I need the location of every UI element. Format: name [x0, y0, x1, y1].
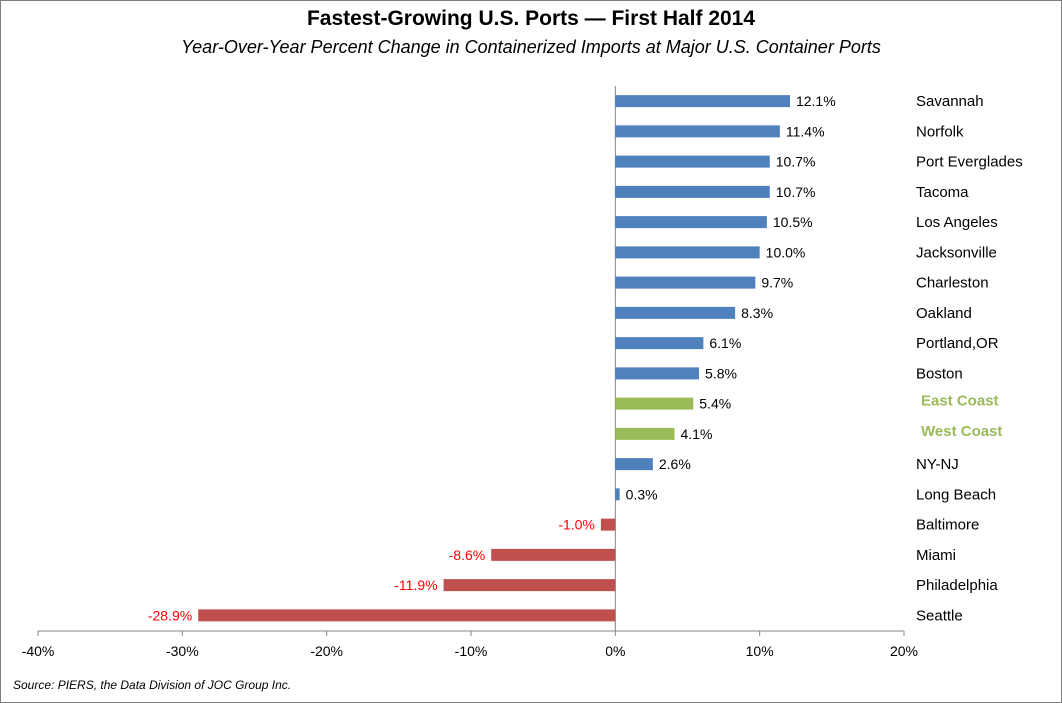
bar: [615, 125, 780, 138]
x-tick-label: -20%: [310, 643, 343, 659]
x-tick-label: 0%: [605, 643, 625, 659]
category-label: Norfolk: [916, 123, 964, 140]
category-label: Los Angeles: [916, 214, 998, 231]
data-label: 8.3%: [741, 305, 773, 321]
bar: [615, 155, 770, 168]
x-tick-label: -30%: [166, 643, 199, 659]
category-label: NY-NJ: [916, 456, 959, 473]
category-label: Philadelphia: [916, 577, 998, 594]
data-label: 12.1%: [796, 93, 836, 109]
bar: [615, 276, 756, 289]
category-label: Seattle: [916, 607, 963, 624]
data-label: 5.8%: [705, 365, 737, 381]
source-note: Source: PIERS, the Data Division of JOC …: [13, 678, 292, 692]
category-label: Baltimore: [916, 517, 979, 534]
data-label: 11.4%: [786, 123, 825, 139]
category-label: East Coast: [921, 393, 999, 410]
x-tick-label: -10%: [455, 643, 488, 659]
category-label: Long Beach: [916, 486, 996, 503]
category-label: Tacoma: [916, 184, 969, 201]
data-label: -8.6%: [449, 547, 486, 563]
data-label: 10.7%: [776, 184, 816, 200]
bar: [615, 427, 675, 440]
bar: [615, 246, 760, 259]
x-tick-label: 10%: [746, 643, 774, 659]
category-label: Portland,OR: [916, 335, 999, 352]
bar: [443, 579, 616, 592]
category-label: Port Everglades: [916, 154, 1023, 171]
bar: [615, 95, 790, 108]
data-label: 6.1%: [709, 335, 741, 351]
data-label: -11.9%: [394, 577, 437, 593]
data-label: -28.9%: [148, 607, 192, 623]
data-label: 0.3%: [626, 486, 658, 502]
category-label: Savannah: [916, 93, 984, 110]
x-tick-label: -40%: [22, 643, 55, 659]
bar: [615, 337, 704, 350]
bar: [491, 548, 616, 561]
data-label: 4.1%: [681, 426, 713, 442]
data-label: 10.0%: [766, 244, 806, 260]
bar: [615, 216, 767, 229]
bar: [615, 397, 694, 410]
category-label: Miami: [916, 547, 956, 564]
bar: [600, 518, 616, 531]
data-label: 5.4%: [699, 396, 731, 412]
bar: [615, 306, 736, 319]
data-label: 10.5%: [773, 214, 813, 230]
bar: [615, 185, 770, 198]
data-label: -1.0%: [558, 517, 595, 533]
data-label: 2.6%: [659, 456, 691, 472]
bar: [615, 488, 620, 501]
chart-subtitle: Year-Over-Year Percent Change in Contain…: [181, 37, 881, 57]
category-label: Charleston: [916, 275, 989, 292]
bar: [615, 458, 653, 471]
category-label: Boston: [916, 365, 963, 382]
bar: [198, 609, 616, 622]
category-label: West Coast: [921, 423, 1002, 440]
x-tick-label: 20%: [890, 643, 918, 659]
bar: [615, 367, 700, 380]
data-label: 9.7%: [761, 275, 793, 291]
category-label: Jacksonville: [916, 244, 997, 261]
chart-title: Fastest-Growing U.S. Ports — First Half …: [306, 7, 756, 30]
category-label: Oakland: [916, 305, 972, 322]
data-label: 10.7%: [776, 154, 816, 170]
